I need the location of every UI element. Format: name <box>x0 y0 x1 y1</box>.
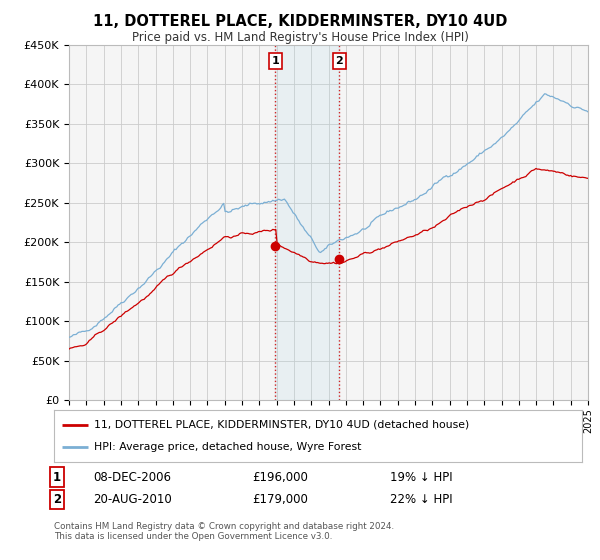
Text: 19% ↓ HPI: 19% ↓ HPI <box>390 470 452 484</box>
Text: £196,000: £196,000 <box>252 470 308 484</box>
Text: 2: 2 <box>53 493 61 506</box>
Text: 11, DOTTEREL PLACE, KIDDERMINSTER, DY10 4UD (detached house): 11, DOTTEREL PLACE, KIDDERMINSTER, DY10 … <box>94 419 469 430</box>
Text: 2: 2 <box>335 56 343 66</box>
Bar <box>275 45 340 400</box>
Text: HPI: Average price, detached house, Wyre Forest: HPI: Average price, detached house, Wyre… <box>94 442 361 452</box>
Text: Contains HM Land Registry data © Crown copyright and database right 2024.
This d: Contains HM Land Registry data © Crown c… <box>54 522 394 542</box>
Text: Price paid vs. HM Land Registry's House Price Index (HPI): Price paid vs. HM Land Registry's House … <box>131 31 469 44</box>
Text: 08-DEC-2006: 08-DEC-2006 <box>93 470 171 484</box>
Text: £179,000: £179,000 <box>252 493 308 506</box>
Text: 1: 1 <box>53 470 61 484</box>
Text: 1: 1 <box>272 56 279 66</box>
Text: 20-AUG-2010: 20-AUG-2010 <box>93 493 172 506</box>
Text: 11, DOTTEREL PLACE, KIDDERMINSTER, DY10 4UD: 11, DOTTEREL PLACE, KIDDERMINSTER, DY10 … <box>93 14 507 29</box>
Text: 22% ↓ HPI: 22% ↓ HPI <box>390 493 452 506</box>
